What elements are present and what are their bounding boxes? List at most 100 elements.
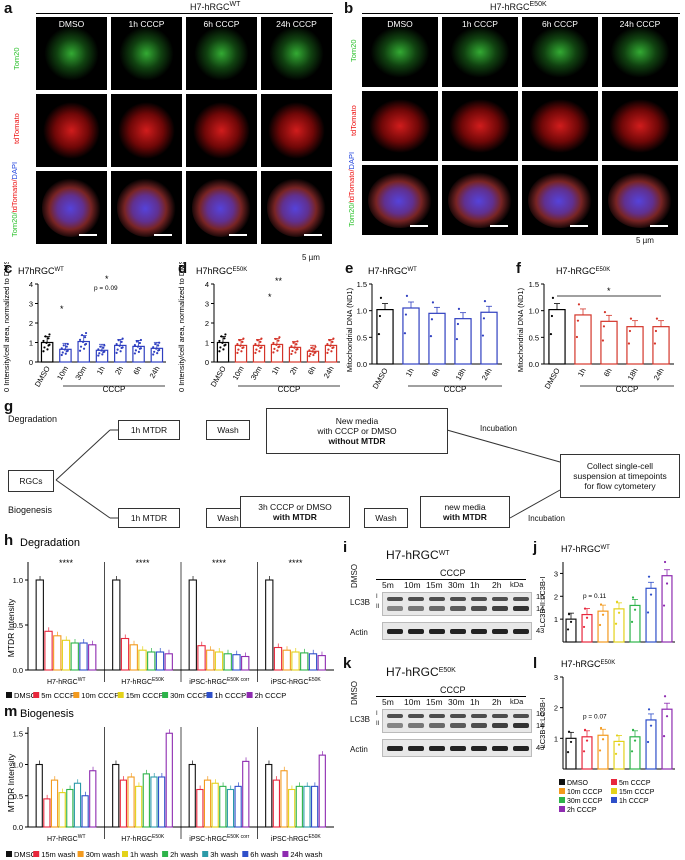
chart-j: H7-hRGCWT LC3B-II:LC3B-I 1 2 3 p = 0.11	[538, 544, 675, 643]
f-xtick-label: 6h	[602, 367, 614, 379]
c-dot	[48, 333, 51, 336]
l-dot	[566, 751, 570, 754]
e-dot	[429, 335, 433, 338]
l-dot	[617, 743, 621, 746]
f-dot	[653, 342, 657, 345]
e-dot	[377, 332, 381, 336]
d-dot	[308, 355, 311, 358]
c-dot	[46, 348, 49, 351]
micro-cell-r2-c0	[36, 171, 107, 244]
d-xtick-label: 1h	[270, 365, 282, 377]
m-bar-g1-s2	[127, 776, 135, 828]
panel-a-row-tdtomato: tdTomato	[12, 113, 21, 144]
d-dot	[224, 333, 227, 336]
l-dot	[633, 739, 637, 742]
panel-g-schematic: Degradation Biogenesis RGCs 1h MTDR Wash…	[0, 400, 685, 530]
j-dot	[598, 623, 602, 627]
c-dot	[60, 353, 63, 357]
e-dot	[379, 296, 383, 299]
m-bar-g3-s0	[265, 763, 273, 828]
m-bar-g2-s5	[226, 788, 235, 828]
panel-a-scale-label: 5 µm	[302, 253, 320, 262]
d-xtick-label: 10m	[231, 365, 246, 382]
d-dot	[254, 342, 257, 346]
f-xtick-label: DMSO	[543, 366, 562, 390]
m-ytick-label: 0.0	[13, 823, 23, 832]
h-bar-g1-s0	[112, 579, 121, 671]
panel-f-cccp: CCCP	[616, 385, 639, 392]
d-dot	[330, 350, 333, 353]
h-bar-g3-s3	[291, 651, 300, 671]
l-dot	[567, 730, 571, 733]
i-lc3b-band-II	[450, 606, 466, 611]
micro-cell-r2-c2	[186, 171, 257, 244]
l-legend-swatch-2	[559, 788, 565, 794]
d-dot	[255, 348, 258, 351]
e-dot	[378, 314, 382, 318]
c-dot	[65, 345, 68, 348]
micro-cell-r1-c1	[442, 91, 518, 161]
i-lc3b-band-I	[387, 597, 403, 601]
m-bar-g1-s0	[112, 763, 120, 828]
panel-c-ylabel: Tom20 Intensity/cell area, normalized to…	[2, 262, 11, 392]
j-ytick-label: 3	[554, 569, 558, 578]
m-legend-label-3: 1h wash	[130, 850, 158, 859]
c-dot	[63, 348, 66, 351]
f-dot	[551, 296, 555, 299]
j-dot	[665, 582, 669, 585]
c-dot	[102, 346, 105, 349]
e-dot	[405, 294, 409, 298]
k-lc3b-band-I	[492, 714, 508, 718]
h-bar-g3-s0	[265, 579, 274, 671]
m-bar-g3-s2	[280, 770, 288, 828]
panel-e-ylabel: Mitochondrial DNA (ND1)	[345, 287, 354, 372]
g-bio-mtdr-box: 1h MTDR	[118, 508, 180, 528]
e-bar-24h	[480, 311, 498, 365]
c-dot	[102, 350, 105, 354]
l-bar-	[645, 719, 657, 770]
d-xtick-label: 24h	[322, 365, 336, 380]
h-bar-g3-s1	[273, 646, 283, 671]
g-degradation-label: Degradation	[8, 414, 58, 424]
c-dot	[134, 349, 138, 352]
micro-cell-r0-c1: 1h CCCP	[442, 17, 518, 87]
c-dot	[118, 344, 121, 347]
i-lane-dmso: DMSO	[350, 564, 359, 588]
scale-bar	[650, 225, 668, 227]
d-dot	[258, 350, 261, 353]
micro-cell-r0-c2: 6h CCCP	[186, 17, 257, 90]
h-legend-label-1: 5m CCCP	[41, 691, 75, 700]
i-actin-band	[450, 629, 466, 634]
c-xtick-label: 30m	[73, 365, 88, 382]
k-kda-43: 43	[536, 743, 545, 752]
k-actin-band	[408, 746, 424, 751]
micro-cell-blob	[191, 24, 252, 83]
c-dot	[119, 350, 122, 353]
panel-letter-a: a	[4, 0, 13, 17]
panel-letter-m: m	[4, 703, 18, 720]
panel-letter-f: f	[516, 260, 521, 277]
l-dot	[631, 728, 635, 731]
c-dot	[83, 336, 87, 339]
h-bar-g2-s5	[232, 654, 241, 671]
l-dot	[615, 734, 619, 737]
d-dot	[313, 347, 316, 351]
g-biogenesis-label: Biogenesis	[8, 505, 53, 515]
c-dot	[154, 342, 157, 346]
micro-cell-r2-c3	[261, 171, 332, 244]
f-dot	[655, 317, 659, 320]
h-bar-g0-s2	[53, 635, 62, 671]
panel-m-ylabel: MTDR Intensity	[6, 753, 16, 812]
d-xtick-label: 30m	[249, 365, 264, 382]
panel-letter-j: j	[533, 539, 538, 556]
i-actin-label: Actin	[350, 628, 368, 637]
m-legend-swatch-1	[33, 851, 40, 857]
g-bio-wash-box: Wash	[206, 508, 250, 528]
l-legend-label-3: 15m CCCP	[619, 789, 655, 796]
panel-letter-c: c	[4, 260, 13, 277]
i-band-I: I	[376, 594, 378, 600]
f-bar-24h	[652, 326, 670, 365]
c-dot	[100, 349, 103, 352]
h-ytick-label: 0.5	[13, 621, 23, 630]
d-dot	[314, 345, 317, 348]
